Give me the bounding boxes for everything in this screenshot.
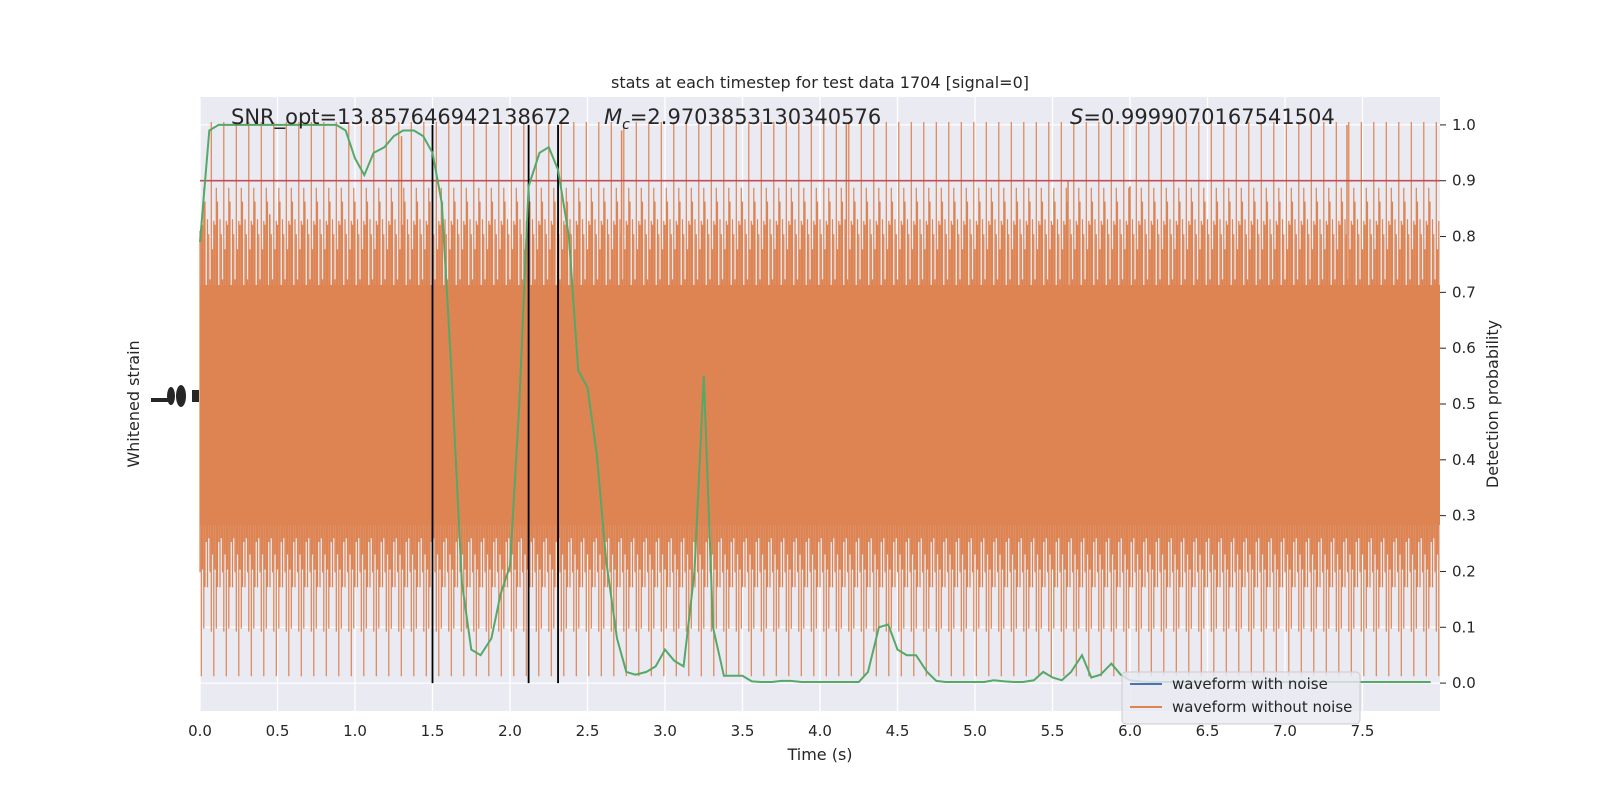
annotation-s: S=0.9999070167541504 bbox=[1070, 105, 1335, 129]
y-tick-label-2: 0.2 bbox=[1452, 562, 1476, 580]
x-tick-label-4: 2.0 bbox=[498, 722, 522, 740]
y-axis-label-right: Detection probability bbox=[1483, 320, 1502, 488]
x-tick-label-11: 5.5 bbox=[1041, 722, 1065, 740]
annotation-s-prefix: S bbox=[1070, 105, 1083, 129]
x-tick-label-7: 3.5 bbox=[731, 722, 755, 740]
left-axis-glyph bbox=[151, 385, 199, 407]
strain-series bbox=[199, 122, 1440, 677]
y-tick-label-7: 0.7 bbox=[1452, 283, 1476, 301]
x-tick-label-5: 2.5 bbox=[576, 722, 600, 740]
y-tick-label-5: 0.5 bbox=[1452, 395, 1476, 413]
y-tick-label-3: 0.3 bbox=[1452, 507, 1476, 525]
x-tick-label-6: 3.0 bbox=[653, 722, 677, 740]
annotation-mc-prefix: M bbox=[604, 105, 622, 129]
x-tick-label-14: 7.0 bbox=[1273, 722, 1297, 740]
x-tick-label-13: 6.5 bbox=[1196, 722, 1220, 740]
x-tick-label-1: 0.5 bbox=[266, 722, 290, 740]
y-tick-label-8: 0.8 bbox=[1452, 228, 1476, 246]
annotation-snr: SNR_opt=13.857646942138672 bbox=[231, 105, 571, 130]
legend-label-without-noise: waveform without noise bbox=[1172, 698, 1352, 716]
y-tick-label-1: 0.1 bbox=[1452, 618, 1476, 636]
strain-waveform-without-noise bbox=[199, 122, 1440, 677]
x-tick-label-10: 5.0 bbox=[963, 722, 987, 740]
legend-label-with-noise: waveform with noise bbox=[1172, 675, 1328, 693]
x-tick-label-12: 6.0 bbox=[1118, 722, 1142, 740]
tick-labels: 0.0 0.5 1.0 1.5 2.0 2.5 3.0 3.5 4.0 4.5 5.0 5.5 6.0 6… bbox=[188, 116, 1476, 740]
x-tick-label-15: 7.5 bbox=[1351, 722, 1375, 740]
y-tick-label-9: 0.9 bbox=[1452, 172, 1476, 190]
annotation-mc-value: =2.9703853130340576 bbox=[630, 105, 881, 129]
chart-title: stats at each timestep for test data 170… bbox=[611, 73, 1029, 92]
annotation-s-value: =0.9999070167541504 bbox=[1083, 105, 1334, 129]
x-tick-label-3: 1.5 bbox=[421, 722, 445, 740]
x-tick-label-8: 4.0 bbox=[808, 722, 832, 740]
y-tick-label-0: 0.0 bbox=[1452, 674, 1476, 692]
annotation-mc-sub: c bbox=[622, 117, 630, 133]
y-axis-label-left: Whitened strain bbox=[124, 340, 143, 467]
x-axis-label: Time (s) bbox=[786, 745, 852, 764]
x-tick-label-9: 4.5 bbox=[886, 722, 910, 740]
annotation-mc: Mc=2.9703853130340576 bbox=[604, 105, 881, 133]
legend: waveform with noise waveform without noi… bbox=[1121, 671, 1361, 725]
y-tick-label-10: 1.0 bbox=[1452, 116, 1476, 134]
x-tick-label-0: 0.0 bbox=[188, 722, 212, 740]
legend-box bbox=[1121, 671, 1361, 725]
y-tick-label-6: 0.6 bbox=[1452, 339, 1476, 357]
vertical-markers bbox=[431, 124, 559, 684]
x-tick-label-2: 1.0 bbox=[343, 722, 367, 740]
y-tick-label-4: 0.4 bbox=[1452, 451, 1476, 469]
